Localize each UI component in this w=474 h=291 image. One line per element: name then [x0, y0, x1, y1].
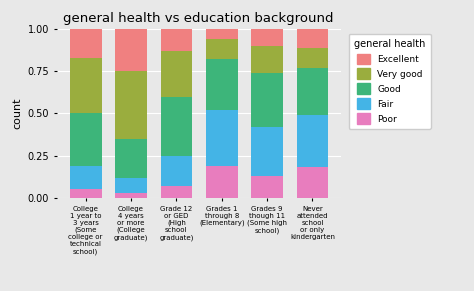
Bar	[251, 127, 283, 176]
Bar	[206, 39, 237, 59]
Bar	[297, 168, 328, 198]
Bar	[70, 166, 101, 189]
Bar	[115, 139, 147, 178]
Bar	[161, 29, 192, 51]
Bar	[206, 29, 237, 39]
Bar	[206, 59, 237, 110]
Bar	[70, 58, 101, 113]
Bar	[297, 48, 328, 68]
Bar	[70, 29, 101, 58]
Bar	[115, 71, 147, 139]
Bar	[251, 73, 283, 127]
Bar	[115, 178, 147, 193]
Bar	[297, 68, 328, 115]
Y-axis label: count: count	[12, 98, 22, 129]
Bar	[70, 189, 101, 198]
Bar	[251, 176, 283, 198]
Bar	[206, 110, 237, 166]
Bar	[115, 29, 147, 71]
Bar	[297, 29, 328, 48]
Bar	[161, 186, 192, 198]
Bar	[297, 115, 328, 168]
Bar	[161, 97, 192, 156]
Text: general health vs education background: general health vs education background	[63, 12, 333, 25]
Bar	[161, 156, 192, 186]
Bar	[115, 193, 147, 198]
Bar	[251, 29, 283, 46]
Bar	[70, 113, 101, 166]
Bar	[251, 46, 283, 73]
Bar	[206, 166, 237, 198]
Bar	[161, 51, 192, 97]
Legend: Excellent, Very good, Good, Fair, Poor: Excellent, Very good, Good, Fair, Poor	[349, 34, 431, 129]
